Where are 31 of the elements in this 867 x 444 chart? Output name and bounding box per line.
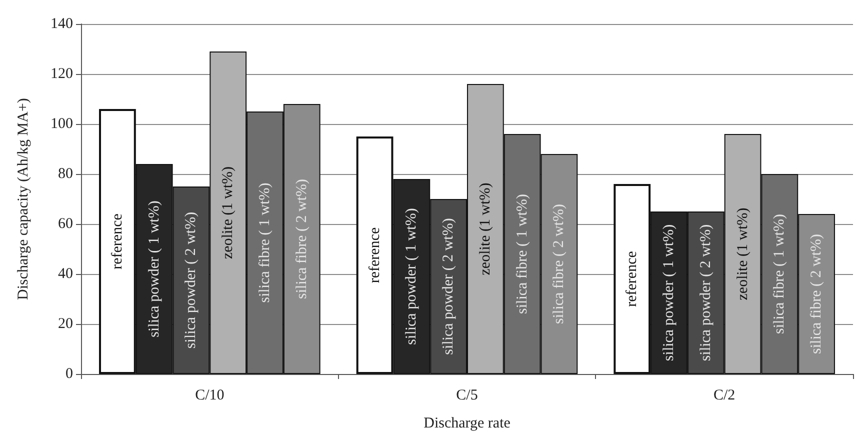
y-tick-label: 100 xyxy=(50,116,73,132)
text: silica powder ( 2 wt%) xyxy=(183,212,200,349)
y-tick-label: 80 xyxy=(58,166,73,182)
text: reference xyxy=(366,227,383,284)
text: zeolite (1 wt%) xyxy=(477,182,494,276)
y-tick-label: 20 xyxy=(58,316,73,332)
series-label: silica powder ( 1 wt%) xyxy=(661,224,678,362)
x-tick-label: C/5 xyxy=(456,388,478,404)
series-label: silica powder ( 2 wt%) xyxy=(698,224,714,362)
series-label: silica fibre ( 1 wt%) xyxy=(772,214,788,334)
text: reference xyxy=(624,251,640,307)
text: silica fibre ( 2 wt%) xyxy=(551,204,568,324)
y-axis-title: Discharge capacity (Ah/kg MA+) xyxy=(16,98,32,300)
x-tick-label: C/2 xyxy=(713,388,736,404)
series-label: zeolite (1 wt%) xyxy=(734,208,751,300)
x-axis-title: Discharge rate xyxy=(424,416,511,432)
y-tick-label: 40 xyxy=(58,266,73,282)
x-tick-label: C/10 xyxy=(195,388,224,404)
text: zeolite (1 wt%) xyxy=(220,166,236,259)
text: silica fibre ( 2 wt%) xyxy=(808,234,825,354)
y-tick-label: 0 xyxy=(66,366,73,382)
y-tick-label: 140 xyxy=(50,16,73,32)
y-tick-label: 120 xyxy=(50,66,73,82)
series-label: reference xyxy=(109,213,126,270)
text: silica fibre ( 1 wt%) xyxy=(514,194,530,314)
text: silica powder ( 1 wt%) xyxy=(146,200,162,338)
text: silica powder ( 1 wt%) xyxy=(404,208,420,345)
y-tick-label: 60 xyxy=(58,216,73,232)
series-label: silica fibre ( 2 wt%) xyxy=(294,179,310,299)
text: silica fibre ( 1 wt%) xyxy=(256,182,273,303)
text: silica powder ( 2 wt%) xyxy=(440,218,457,355)
